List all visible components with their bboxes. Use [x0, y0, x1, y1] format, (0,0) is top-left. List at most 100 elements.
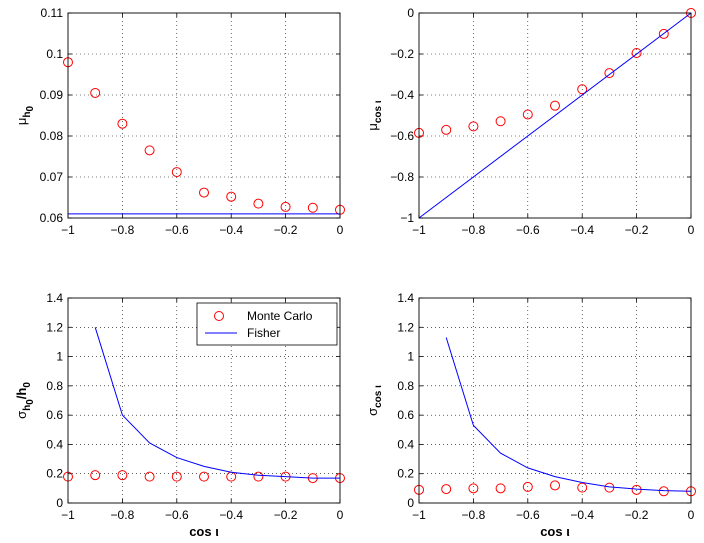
monte-carlo-point	[495, 116, 506, 127]
monte-carlo-point	[468, 121, 479, 132]
y-tick-label: 0	[407, 6, 414, 20]
y-tick-label: 0.4	[46, 437, 63, 451]
monte-carlo-point	[280, 201, 291, 212]
x-tick-label: −0.8	[111, 508, 135, 522]
plot-area	[419, 298, 691, 503]
y-tick-label: 1.4	[397, 291, 414, 305]
fisher-line	[94, 327, 340, 479]
monte-carlo-point	[253, 198, 264, 209]
fisher-line	[445, 337, 692, 492]
plot-area	[68, 13, 340, 218]
y-tick-label: −0.4	[390, 88, 414, 102]
legend-monte-carlo-label: Monte Carlo	[247, 309, 313, 323]
monte-carlo-point	[144, 145, 155, 156]
y-tick-label: −0.8	[390, 170, 414, 184]
y-axis-label: μh0	[14, 105, 36, 125]
monte-carlo-point	[577, 84, 588, 95]
x-tick-label: 0	[337, 223, 344, 237]
x-tick-label: −0.2	[274, 508, 298, 522]
x-tick-label: −0.8	[462, 508, 486, 522]
y-tick-label: −1	[400, 211, 414, 225]
monte-carlo-point	[144, 471, 155, 482]
monte-carlo-point	[171, 471, 182, 482]
x-tick-label: −0.2	[274, 223, 298, 237]
y-tick-label: 1.2	[46, 320, 63, 334]
y-tick-label: 1.2	[397, 320, 414, 334]
y-axis-label: μcos ι	[365, 100, 384, 131]
monte-carlo-point	[441, 124, 452, 135]
monte-carlo-point	[90, 87, 101, 98]
monte-carlo-point	[199, 187, 209, 198]
panel-mu-cosi: −1 −0.8 −0.6 −0.4 −0.2 0 −1 −0.8 −0.6 −0.4 −0.2 0 μc…	[365, 6, 696, 237]
y-tick-label: 0.6	[397, 408, 414, 422]
axes-frame	[67, 297, 341, 504]
x-tick-label: −0.4	[570, 223, 594, 237]
x-tick-label: −0.8	[462, 223, 486, 237]
y-tick-label: 0.06	[40, 211, 64, 225]
monte-carlo-point	[307, 202, 318, 213]
y-tick-label: 0.2	[397, 467, 414, 481]
monte-carlo-point	[199, 471, 209, 482]
y-tick-label: 0.09	[40, 88, 64, 102]
x-tick-label: −0.6	[516, 508, 540, 522]
x-tick-label: −1	[412, 223, 426, 237]
monte-carlo-point	[495, 483, 506, 494]
monte-carlo-point	[550, 480, 560, 491]
y-tick-label: 0.4	[397, 437, 414, 451]
y-tick-label: 0	[56, 496, 63, 510]
y-tick-label: 0.07	[40, 170, 64, 184]
y-axis-label: σh0/h0	[14, 382, 36, 419]
y-tick-label: −0.6	[390, 129, 414, 143]
y-tick-label: 0	[407, 496, 414, 510]
y-tick-label: 0.8	[397, 379, 414, 393]
x-tick-label: −0.4	[570, 508, 594, 522]
panel-mu-h0: −1 −0.8 −0.6 −0.4 −0.2 0 0.06 0.07 0.08 0.09 0.1 0.…	[14, 6, 345, 237]
y-tick-label: 0.8	[46, 379, 63, 393]
monte-carlo-point	[171, 167, 182, 178]
y-tick-label: 1	[407, 350, 414, 364]
x-tick-label: −0.2	[625, 508, 649, 522]
monte-carlo-point	[604, 68, 615, 79]
monte-carlo-point	[253, 471, 264, 482]
panel-sigma-h0: −1 −0.8 −0.6 −0.4 −0.2 0 0 0.2 0.4 0.6 0.8 1 1.2 1.4 σ…	[14, 291, 345, 539]
legend-fisher-label: Fisher	[247, 326, 280, 340]
y-tick-label: 0.08	[40, 129, 64, 143]
legend-box	[196, 302, 338, 346]
x-tick-label: −0.4	[219, 508, 243, 522]
x-tick-label: 0	[688, 508, 695, 522]
axes-frame	[418, 12, 692, 219]
monte-carlo-point	[577, 482, 588, 493]
fisher-line	[418, 12, 692, 219]
legend-monte-carlo-marker	[214, 311, 224, 321]
y-tick-label: −0.2	[390, 47, 414, 61]
y-axis-label: σcos ι	[365, 385, 384, 416]
y-tick-label: 0.11	[41, 6, 64, 20]
x-tick-label: −1	[61, 508, 75, 522]
x-tick-label: 0	[337, 508, 344, 522]
axes-frame	[67, 12, 341, 219]
x-tick-label: −0.2	[625, 223, 649, 237]
x-tick-label: −0.4	[219, 223, 243, 237]
monte-carlo-point	[522, 481, 533, 492]
x-tick-label: −0.6	[165, 223, 189, 237]
axes-frame	[418, 297, 692, 504]
monte-carlo-point	[468, 483, 479, 494]
monte-carlo-point	[117, 470, 128, 481]
monte-carlo-point	[117, 118, 128, 129]
monte-carlo-point	[522, 109, 533, 120]
y-tick-label: 1.4	[46, 291, 63, 305]
x-tick-label: −0.6	[516, 223, 540, 237]
x-axis-label: cos ι	[189, 524, 219, 539]
y-tick-label: 0.1	[46, 47, 63, 61]
y-tick-label: 0.2	[46, 467, 63, 481]
panel-sigma-cosi: −1 −0.8 −0.6 −0.4 −0.2 0 0 0.2 0.4 0.6 0.8 1 1.2 1.4 σ…	[365, 291, 696, 539]
x-tick-label: −1	[61, 223, 75, 237]
x-tick-label: −1	[412, 508, 426, 522]
x-axis-label: cos ι	[540, 524, 570, 539]
monte-carlo-point	[90, 470, 101, 481]
monte-carlo-point	[631, 47, 642, 58]
monte-carlo-point	[658, 486, 669, 497]
y-tick-label: 0.6	[46, 408, 63, 422]
monte-carlo-point	[441, 484, 452, 495]
